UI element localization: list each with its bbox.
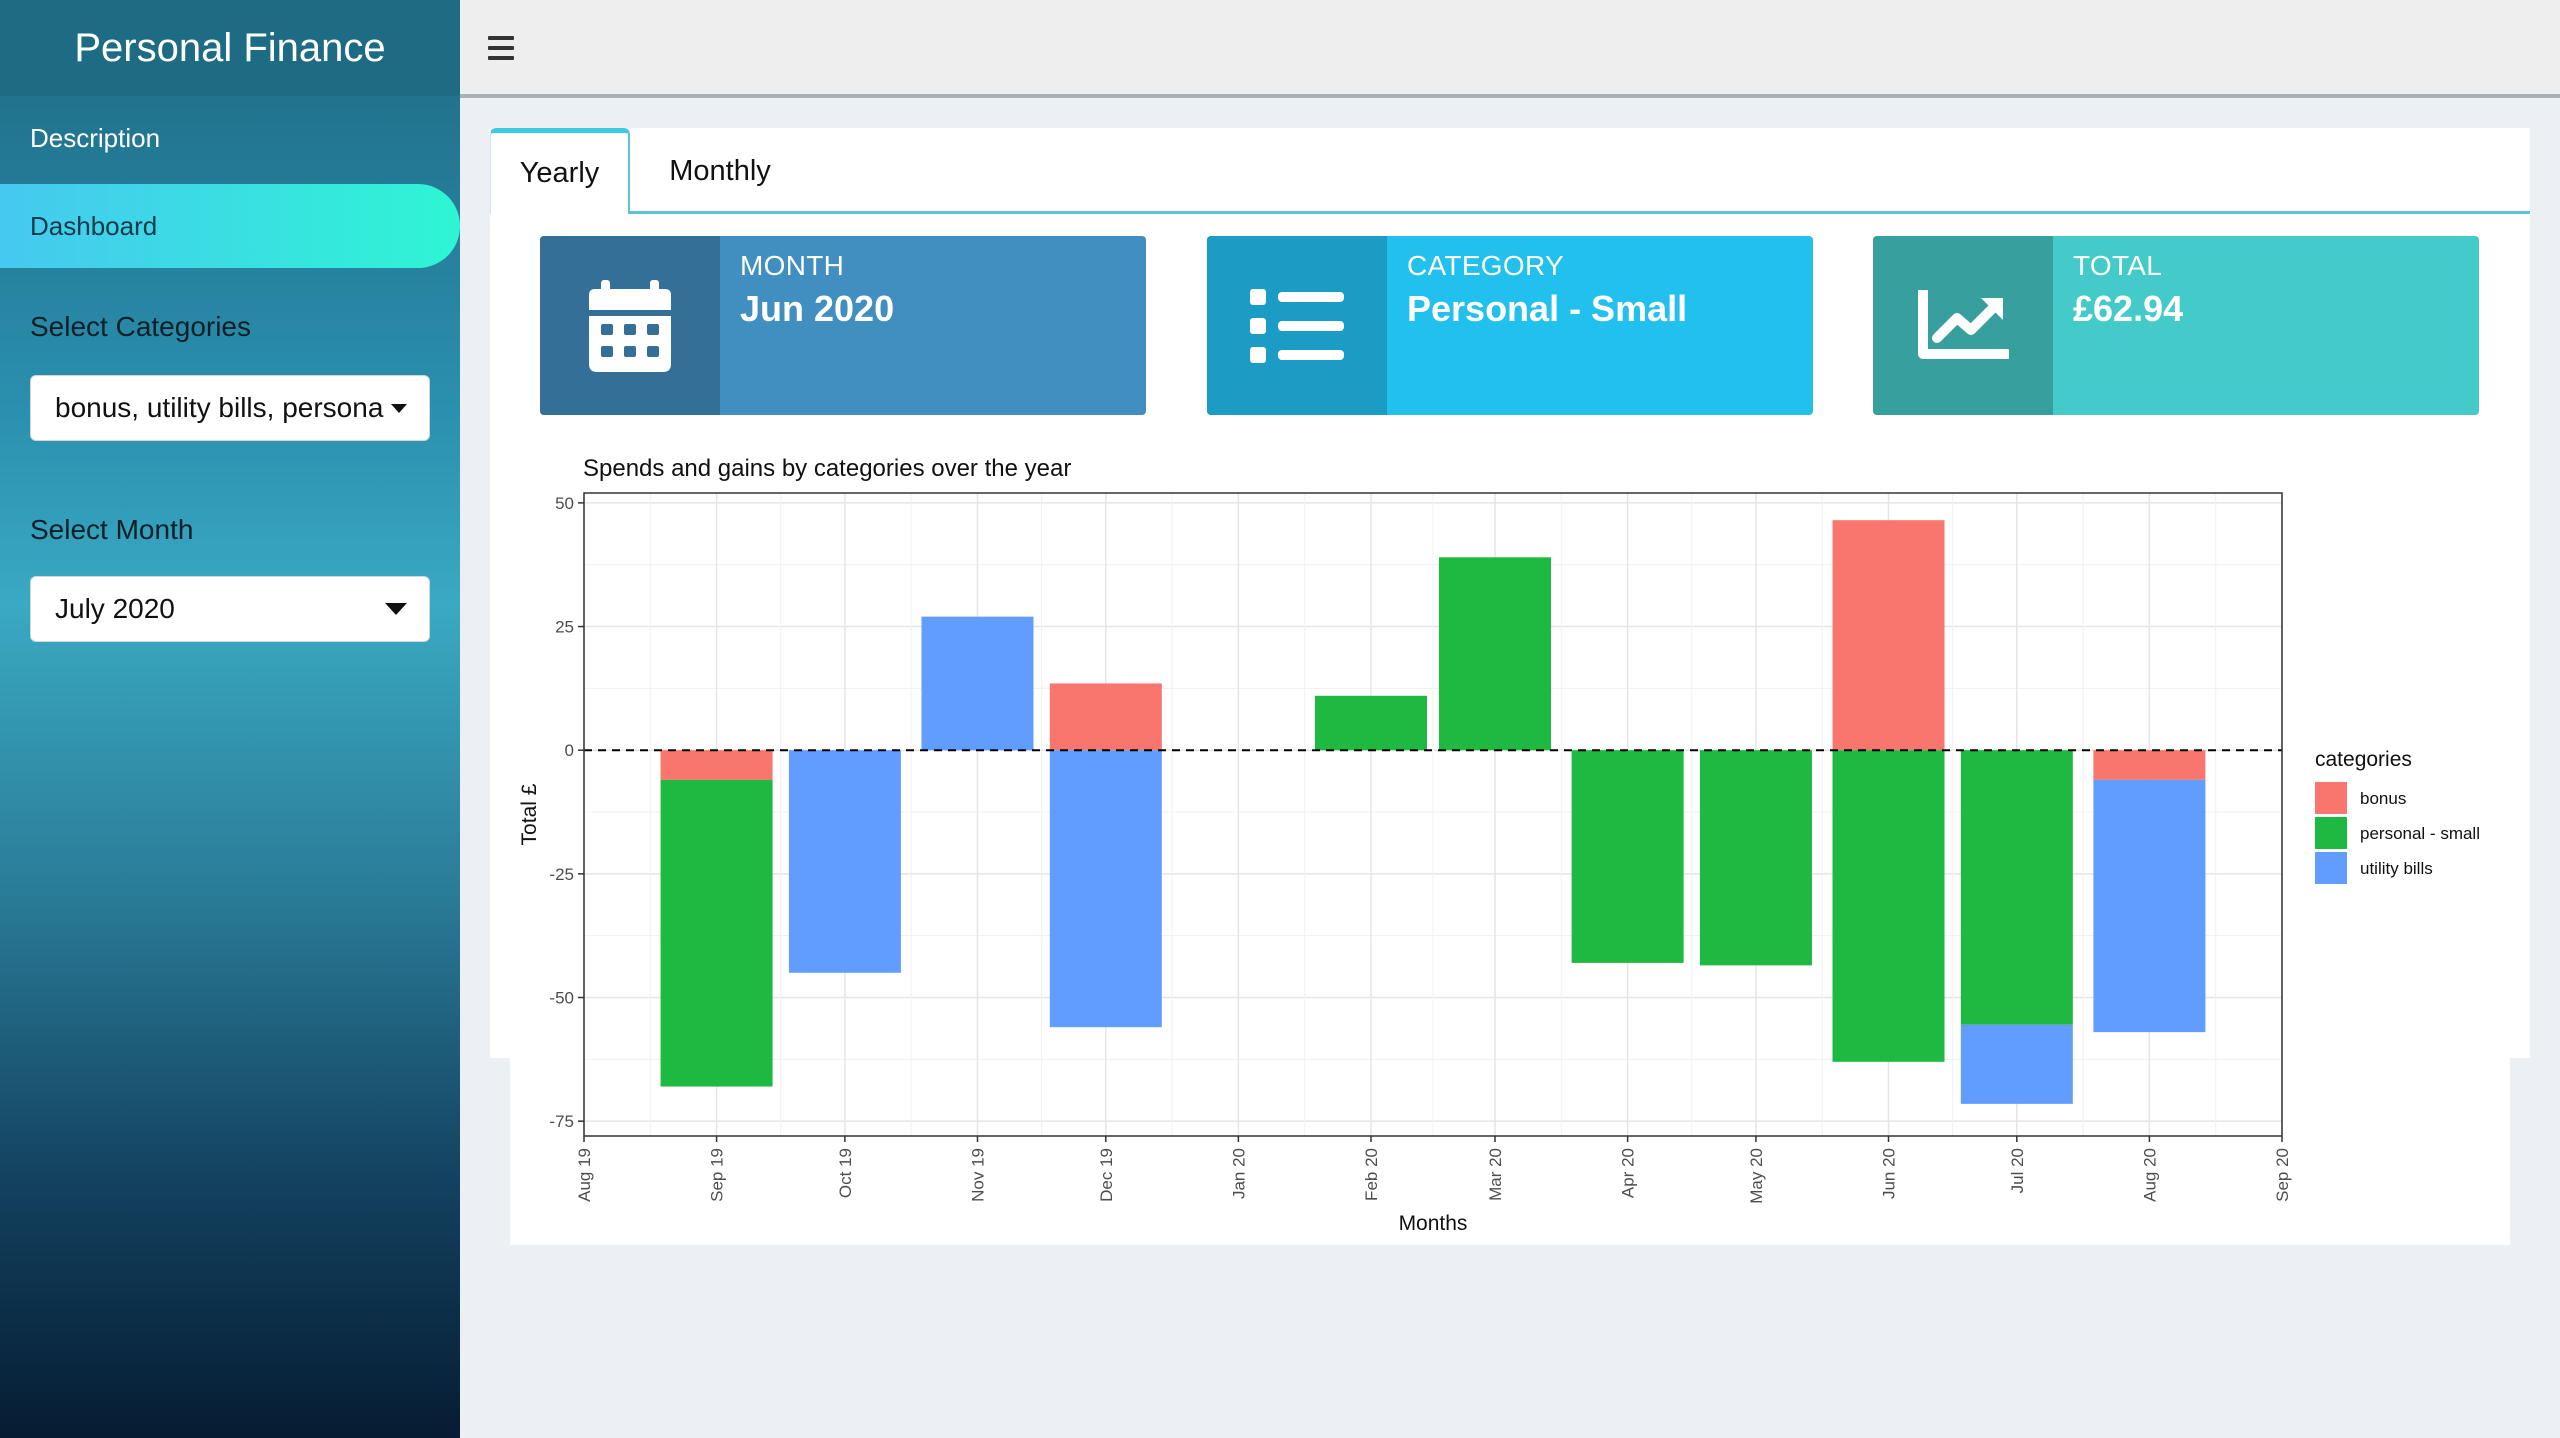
select-month-label: Select Month [30, 514, 194, 545]
legend-swatch [2315, 817, 2347, 849]
chart-legend: categories bonus personal - small utility b… [2315, 748, 2480, 884]
chart-bar [1314, 695, 1427, 751]
y-axis-title: Total £ [518, 783, 541, 845]
total-info-value: £62.94 [2073, 288, 2184, 329]
chart-bar [1960, 750, 2073, 1025]
x-tick-label: Aug 20 [2140, 1148, 2159, 1202]
categories-select-value: bonus, utility bills, personal - small [55, 392, 385, 423]
month-info-value: Jun 2020 [740, 288, 895, 329]
month-select-value: July 2020 [55, 593, 175, 624]
chevron-down-icon [391, 403, 407, 413]
sidebar-item-description[interactable]: Description [30, 122, 161, 153]
y-tick-label: -50 [549, 989, 574, 1008]
x-tick-label: Aug 19 [575, 1148, 594, 1202]
sidebar: Personal Finance Description Dashboard S… [0, 0, 460, 1438]
x-tick-label: May 20 [1747, 1148, 1766, 1204]
chevron-down-icon [385, 603, 407, 615]
x-tick-label: Jul 20 [2008, 1148, 2027, 1193]
x-tick-label: Jan 20 [1229, 1148, 1248, 1199]
y-tick-label: 25 [555, 618, 574, 637]
x-tick-label: Feb 20 [1362, 1148, 1381, 1201]
category-chart: Spends and gains by categories over the … [518, 455, 2480, 1235]
chart-bar [1049, 683, 1162, 751]
calendar-icon [540, 236, 720, 415]
month-info-title: MONTH [740, 250, 845, 281]
chart-title: Spends and gains by categories over the … [583, 455, 1071, 482]
legend-label: bonus [2360, 789, 2406, 808]
x-tick-label: Apr 20 [1619, 1148, 1638, 1198]
x-axis-title: Months [1399, 1212, 1468, 1235]
y-tick-label: 50 [555, 494, 574, 513]
legend-swatch [2315, 852, 2347, 884]
y-tick-label: -25 [549, 865, 574, 884]
chart-bar [660, 779, 773, 1087]
chart-bar [788, 750, 901, 973]
chart-bar [1571, 750, 1684, 963]
x-tick-label: Mar 20 [1486, 1148, 1505, 1201]
x-tick-label: Dec 19 [1097, 1148, 1116, 1202]
tab-yearly[interactable]: Yearly [490, 128, 630, 214]
chart-bar [1832, 750, 1945, 1062]
app-title: Personal Finance [0, 0, 460, 96]
x-tick-label: Oct 19 [836, 1148, 855, 1198]
chart-bar [1439, 557, 1552, 751]
total-info-title: TOTAL [2073, 250, 2163, 281]
chart-bar [1699, 750, 1812, 966]
legend-title: categories [2315, 748, 2412, 771]
chart-bar [1832, 520, 1945, 751]
chart-bar [2093, 779, 2206, 1033]
legend-label: utility bills [2360, 859, 2433, 878]
legend-label: personal - small [2360, 824, 2480, 843]
categories-select[interactable]: bonus, utility bills, personal - small [30, 375, 430, 441]
x-tick-label: Jun 20 [1880, 1148, 1899, 1199]
chart-bar [1960, 1024, 2073, 1104]
y-tick-label: -75 [549, 1112, 574, 1131]
category-info-value: Personal - Small [1407, 288, 1688, 329]
list-icon [1207, 236, 1387, 415]
category-info-title: CATEGORY [1407, 250, 1564, 281]
tabs-divider [628, 211, 2530, 214]
month-info-box: MONTH Jun 2020 [540, 236, 1146, 415]
x-tick-label: Nov 19 [968, 1148, 987, 1202]
sidebar-item-dashboard[interactable]: Dashboard [0, 184, 460, 268]
select-categories-label: Select Categories [30, 311, 252, 342]
x-tick-label: Sep 19 [708, 1148, 727, 1202]
y-tick-label: 0 [565, 741, 574, 760]
chart-bar [1049, 750, 1162, 1028]
total-info-box: TOTAL £62.94 [1873, 236, 2479, 415]
plot-border [583, 492, 2283, 1137]
chart-bar [2093, 750, 2206, 780]
x-tick-label: Sep 20 [2273, 1148, 2292, 1202]
month-select[interactable]: July 2020 [30, 576, 430, 642]
hamburger-menu-icon[interactable] [488, 36, 516, 60]
chart-bar [921, 616, 1034, 751]
category-info-box: CATEGORY Personal - Small [1207, 236, 1813, 415]
line-chart-icon [1873, 236, 2053, 415]
legend-swatch [2315, 782, 2347, 814]
chart-container: Spends and gains by categories over the … [510, 440, 2510, 1245]
chart-bar [660, 750, 773, 780]
top-header [460, 0, 2560, 98]
tab-monthly[interactable]: Monthly [669, 154, 771, 187]
